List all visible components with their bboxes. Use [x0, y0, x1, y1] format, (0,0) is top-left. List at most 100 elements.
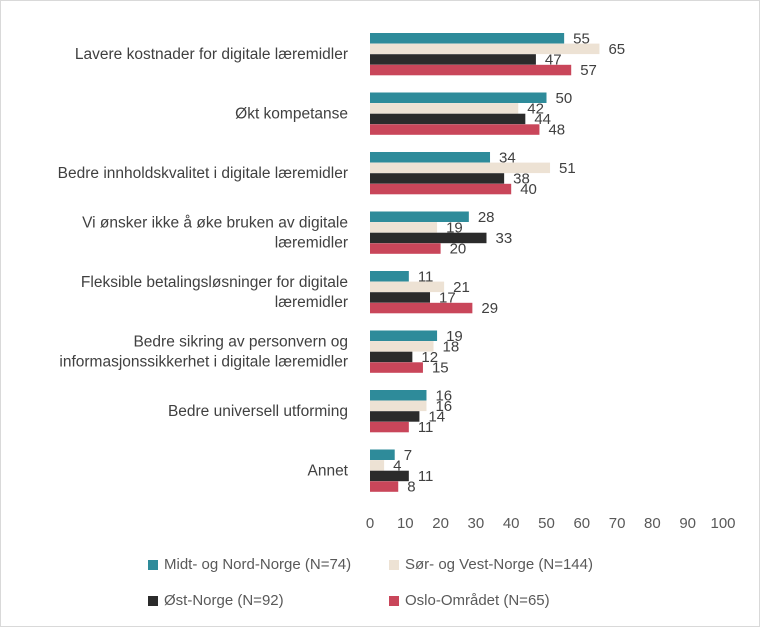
data-label: 55	[573, 30, 590, 47]
category-label-line: læremidler	[275, 235, 348, 252]
data-label: 57	[580, 62, 597, 79]
bar	[370, 460, 385, 471]
bar	[370, 152, 491, 163]
bar	[370, 54, 536, 65]
x-tick-label: 0	[366, 515, 374, 532]
category-label-line: Bedre innholdskvalitet i digitale læremi…	[58, 165, 348, 182]
data-label: 51	[559, 160, 576, 177]
category-label-line: Økt kompetanse	[235, 106, 348, 123]
bar	[370, 33, 565, 44]
x-tick-label: 100	[710, 515, 735, 532]
bar	[370, 481, 399, 492]
data-label: 29	[481, 300, 498, 317]
data-label: 48	[548, 122, 565, 139]
data-label: 20	[450, 241, 467, 258]
data-label: 11	[418, 468, 434, 485]
bar	[370, 271, 409, 282]
data-label: 40	[520, 181, 537, 198]
bar	[370, 362, 423, 373]
data-label: 14	[428, 408, 445, 425]
legend-swatch	[148, 595, 158, 606]
bar	[370, 162, 551, 174]
x-tick-label: 30	[468, 515, 485, 532]
data-label: 4	[393, 457, 401, 474]
data-label: 21	[453, 279, 470, 296]
legend-item: Sør- og Vest-Norge (N=144)	[389, 556, 593, 573]
legend-swatch	[148, 559, 158, 570]
data-label: 34	[499, 149, 516, 166]
legend-swatch	[389, 559, 399, 570]
legend-item: Oslo-Området (N=65)	[389, 592, 550, 609]
category-label-line: læremidler	[275, 294, 348, 311]
category-label: Bedre universell utforming	[168, 403, 348, 420]
bar	[370, 390, 427, 401]
category-label: Økt kompetanse	[235, 106, 348, 123]
x-tick-label: 10	[397, 515, 414, 532]
category-label-line: Vi ønsker ikke å øke bruken av digitale	[82, 215, 348, 232]
bar	[370, 232, 487, 244]
bar	[370, 124, 540, 135]
legend: Midt- og Nord-Norge (N=74) Sør- og Vest-N…	[0, 540, 762, 620]
x-tick-label: 40	[503, 515, 520, 532]
data-label: 15	[432, 360, 449, 377]
category-label: Annet	[307, 463, 348, 480]
data-label: 7	[404, 447, 412, 464]
bar	[370, 341, 434, 352]
bar	[370, 173, 505, 184]
category-label: Vi ønsker ikke å øke bruken av digitale l…	[82, 215, 348, 252]
bar-chart: Lavere kostnader for digitale læremidler…	[58, 30, 736, 532]
legend-swatch	[389, 595, 399, 606]
category-label-line: Lavere kostnader for digitale læremidler	[75, 46, 348, 63]
category-label: Fleksible betalingsløsninger for digital…	[81, 274, 348, 311]
category-label-line: Bedre sikring av personvern og	[133, 334, 348, 351]
data-label: 19	[446, 328, 463, 345]
data-label: 11	[418, 419, 434, 436]
x-tick-label: 50	[538, 515, 555, 532]
legend-label: Øst-Norge (N=92)	[164, 592, 284, 609]
data-label: 65	[608, 41, 625, 58]
data-label: 50	[556, 90, 573, 107]
data-label: 33	[495, 230, 512, 247]
data-label: 19	[446, 219, 463, 236]
data-label: 16	[435, 398, 452, 415]
bar	[370, 281, 445, 293]
category-label-line: Bedre universell utforming	[168, 403, 348, 420]
category-label-line: Annet	[307, 463, 348, 480]
x-tick-label: 70	[609, 515, 626, 532]
x-tick-label: 20	[432, 515, 449, 532]
category-label-line: Fleksible betalingsløsninger for digital…	[81, 274, 348, 291]
bar	[370, 43, 600, 55]
bar	[370, 470, 409, 482]
data-label: 44	[534, 111, 551, 128]
data-label: 42	[527, 100, 544, 117]
data-label: 38	[513, 170, 530, 187]
category-label: Bedre sikring av personvern og informasjo…	[59, 334, 348, 371]
bar	[370, 92, 547, 103]
data-label: 16	[435, 387, 452, 404]
data-label: 8	[407, 479, 415, 496]
x-tick-label: 80	[644, 515, 661, 532]
bar	[370, 400, 427, 412]
category-label-line: informasjonssikkerhet i digitale læremid…	[59, 354, 348, 371]
data-label: 17	[439, 289, 456, 306]
bar	[370, 330, 438, 341]
bar	[370, 103, 519, 114]
data-label: 47	[545, 51, 562, 68]
bar	[370, 411, 420, 422]
legend-label: Midt- og Nord-Norge (N=74)	[164, 556, 352, 573]
bar	[370, 222, 438, 233]
category-label: Lavere kostnader for digitale læremidler	[75, 46, 348, 63]
category-label: Bedre innholdskvalitet i digitale læremi…	[58, 165, 348, 182]
bar	[370, 449, 395, 460]
legend-label: Oslo-Området (N=65)	[405, 592, 550, 609]
bar	[370, 302, 473, 314]
legend-label: Sør- og Vest-Norge (N=144)	[405, 556, 593, 573]
data-label: 18	[443, 338, 460, 355]
data-label: 11	[418, 268, 434, 285]
bar	[370, 183, 512, 195]
bar	[370, 211, 469, 222]
bar	[370, 292, 431, 303]
bar	[370, 243, 441, 254]
bar	[370, 113, 526, 125]
x-tick-label: 60	[573, 515, 590, 532]
